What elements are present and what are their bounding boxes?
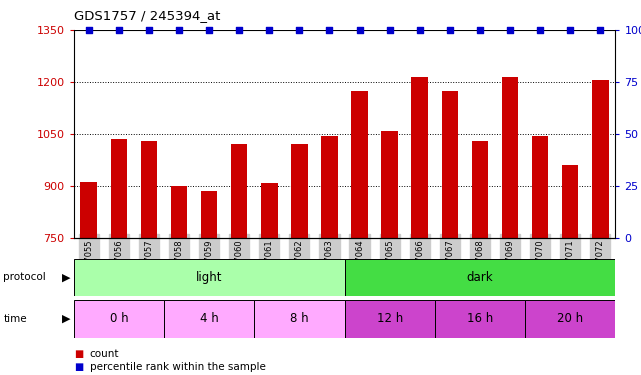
- Bar: [502, 77, 519, 238]
- Bar: [81, 182, 97, 238]
- Bar: [261, 183, 278, 238]
- Point: [505, 27, 515, 33]
- Bar: [345, 259, 615, 296]
- Text: 12 h: 12 h: [376, 312, 403, 325]
- Bar: [291, 144, 308, 238]
- Text: ■: ■: [74, 350, 83, 359]
- Text: ▶: ▶: [62, 314, 71, 324]
- Point: [445, 27, 455, 33]
- Point: [385, 27, 395, 33]
- Bar: [140, 141, 157, 238]
- Bar: [111, 139, 127, 238]
- Bar: [171, 186, 187, 238]
- Point: [174, 27, 184, 33]
- Text: GDS1757 / 245394_at: GDS1757 / 245394_at: [74, 9, 220, 22]
- Bar: [472, 141, 488, 238]
- Point: [113, 27, 124, 33]
- Text: light: light: [196, 271, 222, 284]
- Text: time: time: [3, 314, 27, 324]
- Point: [354, 27, 365, 33]
- Bar: [321, 136, 338, 238]
- Text: ▶: ▶: [62, 273, 71, 282]
- Bar: [412, 77, 428, 238]
- Text: 20 h: 20 h: [557, 312, 583, 325]
- Point: [294, 27, 304, 33]
- Bar: [201, 191, 217, 238]
- Text: count: count: [90, 350, 119, 359]
- Point: [595, 27, 606, 33]
- Text: 8 h: 8 h: [290, 312, 309, 325]
- Point: [415, 27, 425, 33]
- Bar: [254, 300, 345, 338]
- Text: percentile rank within the sample: percentile rank within the sample: [90, 362, 265, 372]
- Text: dark: dark: [467, 271, 494, 284]
- Point: [234, 27, 244, 33]
- Bar: [442, 91, 458, 238]
- Point: [264, 27, 274, 33]
- Point: [324, 27, 335, 33]
- Bar: [525, 300, 615, 338]
- Text: ■: ■: [74, 362, 83, 372]
- Bar: [381, 130, 398, 238]
- Bar: [164, 300, 254, 338]
- Text: protocol: protocol: [3, 273, 46, 282]
- Bar: [231, 144, 247, 238]
- Bar: [435, 300, 525, 338]
- Bar: [351, 91, 368, 238]
- Point: [475, 27, 485, 33]
- Text: 4 h: 4 h: [200, 312, 219, 325]
- Bar: [74, 300, 164, 338]
- Bar: [592, 80, 608, 238]
- Bar: [532, 136, 549, 238]
- Point: [535, 27, 545, 33]
- Text: 0 h: 0 h: [110, 312, 128, 325]
- Text: 16 h: 16 h: [467, 312, 493, 325]
- Bar: [562, 165, 578, 238]
- Bar: [345, 300, 435, 338]
- Point: [83, 27, 94, 33]
- Point: [144, 27, 154, 33]
- Point: [565, 27, 576, 33]
- Point: [204, 27, 214, 33]
- Bar: [74, 259, 345, 296]
